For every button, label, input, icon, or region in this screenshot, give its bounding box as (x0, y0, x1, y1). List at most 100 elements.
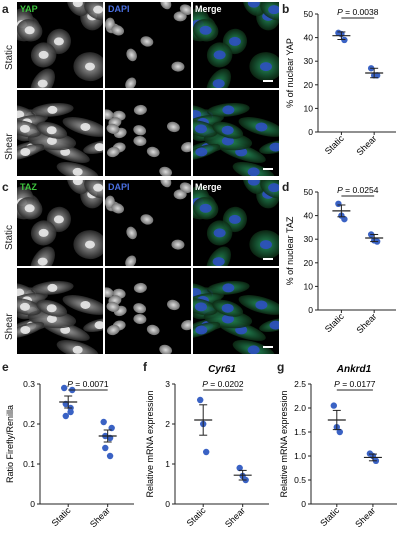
row-label-static-top: Static (4, 44, 15, 70)
chart-b-ytick-label: 10 (304, 103, 314, 113)
channel-label-merge-bottom: Merge (195, 182, 222, 192)
chart-g-point (330, 402, 337, 409)
chart-b-xtick-label-1: Shear (355, 133, 379, 157)
chart-g-ytick-label: 2.5 (294, 379, 306, 389)
chart-b-ytick-label: 20 (304, 80, 314, 90)
chart-g-ylabel: Relative mRNA expression (279, 390, 289, 497)
chart-d-ytick-label: 30 (304, 234, 314, 244)
chart-g-xtick-label-0: Static (318, 505, 341, 528)
chart-b-ytick-label: 30 (304, 56, 314, 66)
micro-a-tile-r0-c2 (193, 2, 279, 88)
panel-letter-a: a (2, 2, 9, 16)
chart-b-p-value: P = 0.0038 (337, 7, 379, 17)
scale-bar (263, 346, 273, 348)
chart-d-xtick-label-0: Static (323, 311, 346, 334)
chart-e-ytick-label: 0.1 (23, 459, 35, 469)
micro-c-tile-r0-c2 (193, 180, 279, 266)
scale-bar (263, 80, 273, 82)
micro-a-tile-r0-c0 (17, 2, 103, 88)
chart-f-title: Cyr61 (208, 364, 236, 375)
chart-f-ytick-label: 3 (165, 379, 170, 389)
chart-g-xtick-label-1: Shear (353, 505, 377, 529)
micro-c-tile-r1-c0 (17, 268, 103, 354)
chart-g-ytick-label: 1.5 (294, 427, 306, 437)
row-label-static-bottom: Static (4, 224, 15, 250)
chart-e-xtick-label-1: Shear (88, 505, 112, 529)
chart-f-ytick-label: 2 (165, 419, 170, 429)
chart-g-p-value: P = 0.0177 (334, 379, 376, 389)
chart-g-point (336, 428, 343, 436)
chart-g-ytick-label: 0.5 (294, 475, 306, 485)
scale-bar (263, 258, 273, 260)
chart-e-point (62, 412, 69, 420)
chart-f-point (203, 448, 210, 456)
chart-d-ylabel: % of nuclear TAZ (285, 216, 295, 285)
chart-b-xtick-label-0: Static (323, 133, 346, 156)
chart-g-ytick-label: 2.0 (294, 403, 306, 413)
row-label-shear-top: Shear (4, 133, 15, 160)
channel-label-dapi-top: DAPI (108, 4, 130, 14)
chart-b-ylabel: % of nuclear YAP (285, 38, 295, 108)
micro-c-tile-r1-c1 (105, 268, 191, 354)
chart-e-ytick-label: 0.3 (23, 379, 35, 389)
panel-letter-g: g (277, 360, 285, 374)
chart-d-ytick-label: 0 (308, 305, 313, 315)
chart-d-point (335, 200, 342, 207)
chart-g-ytick-label: 0 (301, 499, 306, 509)
chart-e-ytick-label: 0 (30, 499, 35, 509)
chart-f-ylabel: Relative mRNA expression (145, 390, 155, 497)
scale-bar (263, 168, 273, 170)
chart-e-point (61, 384, 68, 392)
chart-d: 0 10 20 30 40 50 % of nuclear TAZ Static Shear P … (285, 185, 396, 335)
chart-b-ytick-label: 40 (304, 33, 314, 43)
chart-b-ytick-label: 0 (308, 127, 313, 137)
chart-e-xtick-label-0: Static (50, 505, 73, 528)
chart-b-point (373, 72, 381, 79)
chart-d-ytick-label: 20 (304, 258, 314, 268)
chart-b-ytick-label: 50 (304, 9, 314, 19)
micro-c-tile-r1-c2 (193, 268, 279, 354)
micro-a-tile-r1-c2 (193, 90, 279, 176)
chart-e-point (102, 444, 109, 452)
panel-letter-e: e (2, 360, 9, 374)
chart-d-ytick-label: 50 (304, 187, 314, 197)
chart-f-point (236, 464, 243, 472)
chart-e-ytick-label: 0.2 (23, 419, 35, 429)
panel-letter-b: b (282, 2, 290, 16)
channel-label-taz: TAZ (20, 182, 37, 192)
chart-f-point (197, 396, 204, 404)
chart-f-xtick-label-1: Shear (223, 505, 247, 529)
chart-d-ytick-label: 40 (304, 211, 314, 221)
micrograph-grid-c (17, 180, 279, 354)
chart-d-point (341, 215, 348, 223)
panel-letter-c: c (2, 180, 9, 194)
micro-c-tile-r0-c1 (105, 180, 191, 266)
chart-e-point (100, 418, 107, 426)
chart-f-ytick-label: 1 (165, 459, 170, 469)
chart-g-ytick-label: 1.0 (294, 451, 306, 461)
chart-b: 0 10 20 30 40 50 % of nuclear YAP Static Shear P … (285, 7, 396, 157)
chart-f-ytick-label: 0 (165, 499, 170, 509)
chart-g: Ankrd1 0 0.5 1.0 1.5 2.0 2.5 Relative mRNA expr… (279, 364, 397, 529)
micro-c-tile-r0-c0 (17, 180, 103, 266)
chart-f: Cyr61 0 1 2 3 Relative mRNA expression Static S… (145, 364, 269, 529)
channel-label-yap: YAP (20, 4, 38, 14)
chart-e-point (67, 408, 74, 416)
chart-f-xtick-label-0: Static (185, 505, 208, 528)
panel-letter-f: f (143, 360, 147, 374)
channel-label-merge-top: Merge (195, 4, 222, 14)
panel-letter-d: d (282, 180, 290, 194)
chart-d-p-value: P = 0.0254 (337, 185, 379, 195)
chart-e-ylabel: Ratio Firefly/Renilla (5, 405, 15, 483)
chart-e-p-value: P = 0.0071 (67, 379, 109, 389)
micro-a-tile-r0-c1 (105, 2, 191, 88)
micro-a-tile-r1-c0 (17, 90, 103, 176)
chart-d-ytick-label: 10 (304, 281, 314, 291)
chart-g-title: Ankrd1 (336, 364, 372, 375)
chart-f-p-value: P = 0.0202 (202, 379, 244, 389)
row-label-shear-bottom: Shear (4, 313, 15, 340)
micrograph-grid-a (17, 2, 279, 176)
micro-a-tile-r1-c1 (105, 90, 191, 176)
chart-e: 0 0.1 0.2 0.3 Ratio Firefly/Renilla Static She… (5, 379, 134, 529)
channel-label-dapi-bottom: DAPI (108, 182, 130, 192)
